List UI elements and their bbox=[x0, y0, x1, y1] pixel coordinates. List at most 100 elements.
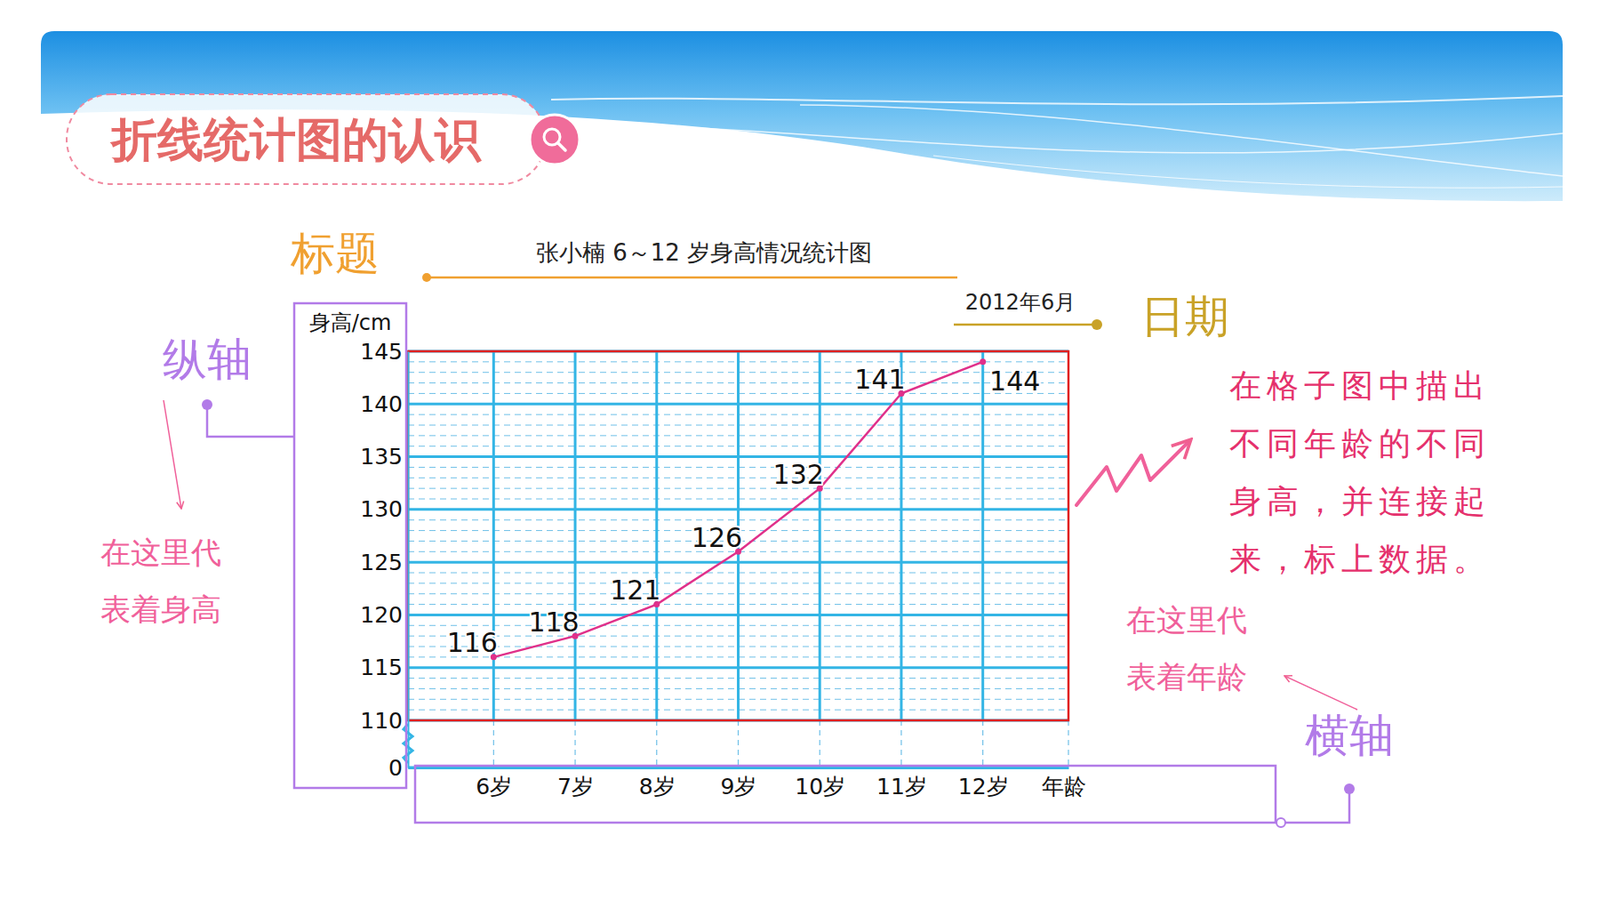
data-labels: 116 118 121 126 132 141 144 bbox=[447, 363, 1041, 658]
y-axis-box bbox=[294, 303, 407, 788]
heading: 折线统计图的认识 bbox=[109, 112, 482, 167]
x-tick-label: 12岁 bbox=[958, 773, 1009, 800]
banner-line bbox=[622, 124, 1563, 153]
callout-x-note: 在这里代表着年龄 bbox=[1126, 601, 1248, 695]
x-axis-box bbox=[415, 765, 1276, 823]
grid bbox=[408, 351, 1069, 768]
x-tick-label: 9岁 bbox=[720, 773, 758, 800]
x-tick: 6岁 bbox=[475, 767, 512, 800]
callout-line bbox=[426, 276, 958, 280]
x-axis: 6岁 7岁 8岁 9岁 10岁 11岁 12岁 bbox=[408, 767, 1070, 800]
callout-plot-note: 在格子图中描出不同年龄的不同身高，并连接起来，标上数据。 bbox=[1229, 367, 1491, 577]
x-tick: 12岁 bbox=[958, 767, 1009, 800]
slide: 折线统计图的认识 0 110 115 120 125 130 135 140 145 6岁 7岁 8岁 9… bbox=[0, 0, 1600, 900]
y-tick: 110 bbox=[360, 707, 408, 734]
y-axis-title: 身高/cm bbox=[309, 310, 392, 336]
banner-line bbox=[933, 155, 1563, 188]
plot-background bbox=[408, 351, 1069, 720]
axis-break bbox=[403, 723, 413, 763]
callout-x-axis: 横轴 bbox=[1304, 709, 1394, 761]
y-tick-label: 120 bbox=[360, 601, 403, 628]
horizontal-grid-line bbox=[408, 455, 1069, 458]
callout-dot bbox=[1344, 783, 1355, 794]
data-label: 144 bbox=[989, 365, 1040, 397]
callout-arrow bbox=[1284, 675, 1358, 710]
vertical-guide-line bbox=[656, 720, 657, 768]
y-tick-label: 135 bbox=[360, 443, 403, 470]
data-label: 116 bbox=[447, 626, 498, 658]
data-label: 118 bbox=[528, 606, 579, 638]
y-tick: 115 bbox=[360, 654, 408, 680]
x-axis-line bbox=[408, 766, 1070, 769]
data-label: 132 bbox=[773, 458, 824, 490]
x-tick: 11岁 bbox=[876, 767, 928, 800]
y-tick-label: 115 bbox=[360, 654, 403, 680]
horizontal-grid-line bbox=[408, 613, 1069, 616]
y-tick-label: 130 bbox=[360, 496, 403, 522]
y-tick-label: 110 bbox=[360, 707, 403, 734]
vertical-guide-line bbox=[1067, 720, 1069, 768]
y-tick-label: 145 bbox=[360, 338, 403, 365]
x-tick-label: 11岁 bbox=[876, 773, 928, 800]
vertical-guide-line bbox=[493, 720, 495, 768]
data-marks bbox=[490, 358, 986, 660]
vertical-guide-line bbox=[819, 720, 821, 768]
horizontal-grid-line bbox=[408, 402, 1069, 406]
x-axis-title: 年龄 bbox=[1041, 773, 1087, 800]
x-tick: 8岁 bbox=[639, 767, 676, 800]
data-label: 126 bbox=[691, 521, 743, 553]
banner-wave bbox=[40, 109, 1563, 214]
x-tick-label: 8岁 bbox=[639, 773, 676, 800]
y-tick: 130 bbox=[360, 496, 408, 522]
chart-date: 2012年6月 bbox=[965, 289, 1076, 315]
horizontal-grid-line bbox=[408, 507, 1069, 511]
vertical-guide-line bbox=[900, 720, 902, 768]
vertical-grid-line bbox=[492, 351, 496, 720]
vertical-grid-line bbox=[574, 351, 577, 720]
chart: 0 110 115 120 125 130 135 140 145 6岁 7岁 8岁 9岁 10岁 11岁 1… bbox=[309, 310, 1088, 800]
x-tick: 7岁 bbox=[557, 767, 594, 800]
callout-connector bbox=[207, 404, 295, 437]
horizontal-grid-line bbox=[408, 665, 1069, 669]
x-tick-label: 6岁 bbox=[475, 773, 512, 800]
y-tick: 135 bbox=[360, 443, 408, 470]
y-axis: 0 110 115 120 125 130 135 140 145 bbox=[360, 338, 408, 781]
callouts: 标题日期纵轴在这里代表着身高横轴在这里代表着年龄在格子图中描出不同年龄的不同身高… bbox=[100, 227, 1491, 827]
x-tick-label: 10岁 bbox=[794, 773, 846, 800]
vertical-grid-line bbox=[981, 351, 984, 720]
vertical-grid-line bbox=[655, 351, 658, 720]
heading-pill bbox=[66, 94, 546, 184]
vertical-guide-line bbox=[574, 720, 576, 768]
horizontal-grid-line bbox=[408, 560, 1069, 564]
data-label: 121 bbox=[609, 574, 661, 606]
y-tick: 125 bbox=[360, 549, 408, 576]
callout-line bbox=[953, 323, 1097, 327]
banner-line bbox=[800, 104, 1563, 176]
vertical-grid-line bbox=[899, 351, 903, 720]
x-tick-label: 7岁 bbox=[557, 773, 594, 800]
data-point bbox=[979, 358, 986, 365]
callout-title: 标题 bbox=[289, 227, 380, 280]
banner: 折线统计图的认识 bbox=[40, 31, 1563, 214]
y-tick-label: 0 bbox=[388, 754, 403, 781]
vertical-guide-line bbox=[737, 720, 739, 768]
chart-title: 张小楠 6～12 岁身高情况统计图 bbox=[536, 239, 872, 266]
x-tick: 10岁 bbox=[794, 767, 846, 800]
vertical-guide-line bbox=[982, 720, 984, 768]
y-tick-label: 125 bbox=[360, 549, 403, 576]
y-tick: 120 bbox=[360, 601, 408, 628]
vertical-grid-line bbox=[818, 351, 822, 720]
callout-y-axis: 纵轴 bbox=[162, 333, 252, 385]
callout-dot bbox=[1091, 319, 1103, 330]
callout-dot bbox=[1276, 817, 1286, 827]
magnifier-icon bbox=[529, 114, 580, 165]
y-tick: 145 bbox=[360, 338, 408, 365]
data-label: 141 bbox=[854, 363, 905, 395]
callout-dot bbox=[422, 272, 432, 282]
banner-line bbox=[551, 96, 1563, 104]
callout-arrow bbox=[163, 400, 182, 509]
zigzag-arrow bbox=[1076, 440, 1190, 505]
callout-connector bbox=[1285, 788, 1350, 823]
y-tick: 140 bbox=[360, 391, 408, 417]
x-tick: 9岁 bbox=[720, 767, 758, 800]
